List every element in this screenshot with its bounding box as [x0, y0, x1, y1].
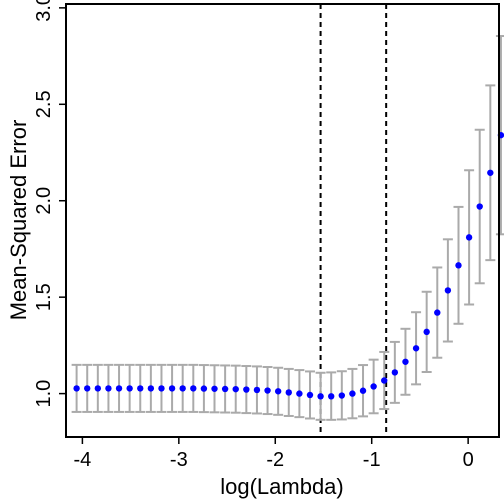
data-point — [370, 383, 377, 390]
data-point — [338, 392, 346, 399]
x-axis: -4 -3 -2 -1 0 — [73, 437, 474, 471]
data-point — [359, 387, 367, 394]
data-point — [444, 287, 452, 294]
data-point — [253, 386, 261, 394]
data-point — [412, 345, 420, 352]
reference-lines — [319, 4, 388, 437]
data-point — [264, 387, 271, 394]
data-point — [487, 169, 494, 176]
x-tick-label: -1 — [363, 449, 381, 471]
data-point — [423, 328, 430, 336]
data-point — [349, 390, 356, 397]
data-point — [402, 358, 409, 365]
data-points — [73, 131, 504, 400]
y-axis: 1.0 1.5 2.0 2.5 3.0 — [33, 0, 66, 408]
data-point — [200, 385, 208, 392]
data-point — [296, 390, 303, 397]
y-tick-label: 1.0 — [33, 380, 55, 408]
data-point — [179, 385, 186, 392]
data-point — [221, 385, 229, 393]
data-point — [381, 377, 388, 384]
y-tick-label: 2.5 — [33, 90, 55, 118]
x-tick-label: -2 — [266, 449, 284, 471]
data-point — [465, 234, 473, 241]
data-point — [168, 385, 176, 392]
y-tick-label: 2.0 — [33, 187, 55, 215]
plot-frame — [65, 3, 500, 438]
x-axis-title: log(Lambda) — [220, 474, 344, 499]
x-tick-label: 0 — [463, 449, 474, 471]
data-point — [84, 385, 91, 392]
x-tick-label: -4 — [73, 449, 91, 471]
data-point — [73, 385, 80, 392]
data-point — [285, 389, 292, 396]
data-point — [211, 385, 218, 392]
data-point — [158, 385, 165, 392]
data-point — [137, 385, 144, 392]
data-point — [306, 391, 314, 399]
x-tick-label: -3 — [170, 449, 188, 471]
data-point — [94, 385, 102, 392]
y-tick-label: 3.0 — [33, 0, 55, 22]
data-point — [476, 203, 483, 210]
data-point — [434, 309, 441, 316]
data-point — [147, 385, 155, 392]
data-point — [455, 262, 462, 269]
data-point — [115, 385, 123, 392]
y-axis-title: Mean-Squared Error — [6, 120, 31, 321]
data-point — [274, 388, 282, 395]
error-bars — [71, 35, 504, 421]
data-point — [126, 385, 133, 392]
data-point — [105, 385, 112, 392]
data-point — [391, 369, 399, 376]
data-point — [190, 385, 197, 392]
data-point — [243, 386, 250, 393]
data-point — [328, 393, 335, 400]
data-point — [317, 393, 324, 400]
y-tick-label: 1.5 — [33, 283, 55, 311]
data-point — [232, 385, 239, 393]
